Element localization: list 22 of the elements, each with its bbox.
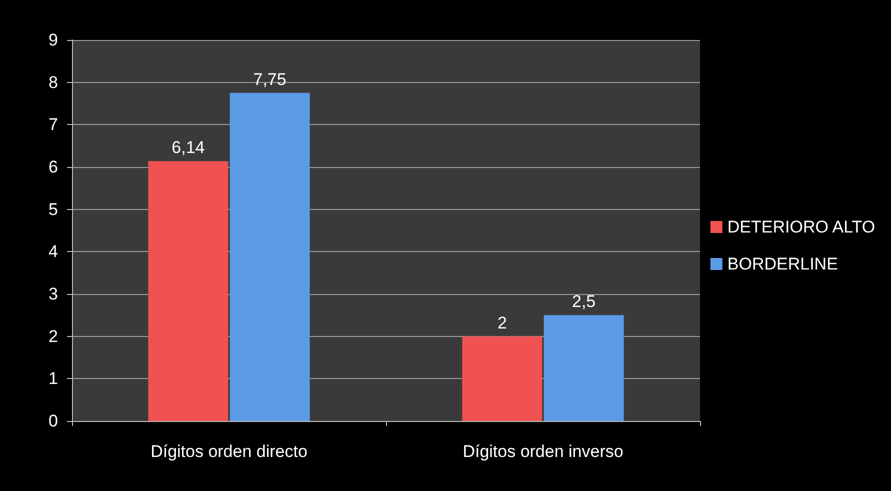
bar: [148, 161, 228, 421]
data-label: 2,5: [572, 292, 596, 312]
bar: [230, 92, 310, 421]
y-tick-label: 7: [48, 115, 58, 134]
data-label: 2: [497, 313, 507, 332]
x-tick-label: Dígitos orden inverso: [462, 442, 624, 461]
x-tick-label: Dígitos orden directo: [150, 442, 308, 461]
legend-label: DETERIORO ALTO: [727, 218, 876, 236]
data-label: 6,14: [172, 138, 205, 158]
y-tick-label: 0: [48, 412, 58, 430]
data-label: 7,75: [253, 70, 286, 89]
bar: [544, 315, 624, 421]
bar: [462, 336, 542, 421]
y-tick-label: 6: [48, 158, 58, 176]
y-tick-label: 3: [48, 284, 58, 304]
y-tick-label: 2: [48, 326, 58, 346]
y-tick-label: 8: [48, 72, 58, 92]
y-tick-label: 4: [48, 242, 58, 262]
y-tick-label: 9: [48, 30, 58, 50]
y-tick-label: 5: [48, 200, 58, 219]
legend-label: BORDERLINE: [727, 254, 838, 274]
y-tick-label: 1: [48, 369, 58, 388]
